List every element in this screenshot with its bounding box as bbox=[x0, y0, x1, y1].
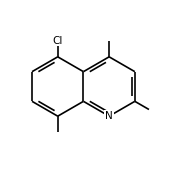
Text: N: N bbox=[105, 111, 113, 121]
Text: Cl: Cl bbox=[52, 35, 63, 45]
